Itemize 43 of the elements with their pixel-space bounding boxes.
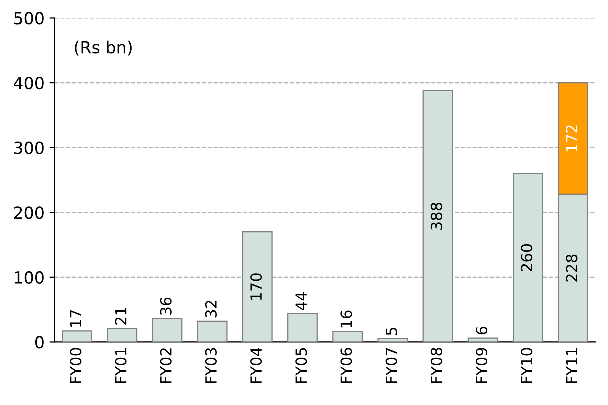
bar [378,338,408,342]
x-tick-label: FY05 [296,348,308,384]
data-label: 6 [476,326,488,335]
data-label: 17 [70,310,82,327]
x-tick-label: FY11 [566,348,578,384]
bar [62,330,92,342]
bar [332,331,364,342]
data-label: 32 [205,300,217,318]
y-tick-label: 0 [35,336,44,349]
x-tick-label: FY09 [476,348,488,384]
x-tick-label: FY02 [160,348,172,384]
bar [197,320,228,342]
bar [152,318,183,342]
data-label: 388 [430,202,442,230]
data-label: 21 [115,308,127,325]
x-tick-label: FY04 [250,348,262,384]
data-label: 170 [250,274,262,300]
annotation: (Rs bn) [75,40,132,56]
bar [288,313,318,342]
data-label: 44 [296,292,307,310]
bar [107,328,138,342]
bar [242,232,273,342]
data-label: 16 [340,310,352,328]
x-tick-label: FY08 [430,348,442,384]
data-label: 260 [521,244,533,272]
x-tick-label: FY01 [115,348,127,384]
bar [512,173,544,342]
y-tick-label: 300 [14,142,44,154]
data-label: 5 [386,328,398,336]
x-tick-label: FY06 [340,348,352,384]
x-tick-label: FY10 [521,348,533,384]
x-tick-label: FY07 [386,348,398,384]
y-tick-label: 400 [14,76,44,90]
y-tick-label: 500 [14,12,44,25]
data-label: 172 [566,126,578,152]
data-label: 36 [160,298,172,316]
data-label: 228 [566,254,578,282]
x-tick-label: FY03 [205,348,217,384]
x-tick-label: FY00 [70,348,82,384]
bar [422,90,454,342]
bar [468,338,498,342]
y-tick-label: 100 [15,271,44,284]
y-tick-label: 200 [14,206,44,220]
